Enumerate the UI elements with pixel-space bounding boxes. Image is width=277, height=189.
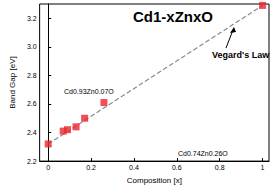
svg-text:2.8: 2.8: [27, 72, 37, 79]
svg-text:0.8: 0.8: [215, 164, 225, 171]
svg-text:1: 1: [261, 164, 265, 171]
svg-text:2.2: 2.2: [27, 158, 37, 165]
svg-text:Vegard's Law: Vegard's Law: [212, 50, 270, 60]
svg-text:2.4: 2.4: [27, 129, 37, 136]
svg-text:0.4: 0.4: [129, 164, 139, 171]
svg-text:0.6: 0.6: [172, 164, 182, 171]
svg-text:0: 0: [46, 164, 50, 171]
svg-text:2.6: 2.6: [27, 100, 37, 107]
svg-text:0.2: 0.2: [86, 164, 96, 171]
svg-text:3.2: 3.2: [27, 15, 37, 22]
svg-text:Cd0.93Zn0.07O: Cd0.93Zn0.07O: [64, 88, 114, 95]
svg-text:3.0: 3.0: [27, 43, 37, 50]
svg-text:Composition [x]: Composition [x]: [127, 176, 182, 185]
svg-text:Cd1-xZnxO: Cd1-xZnxO: [133, 8, 213, 25]
svg-text:Cd0.74Zn0.26O: Cd0.74Zn0.26O: [178, 150, 228, 157]
svg-text:Band Gap [eV]: Band Gap [eV]: [8, 56, 17, 108]
